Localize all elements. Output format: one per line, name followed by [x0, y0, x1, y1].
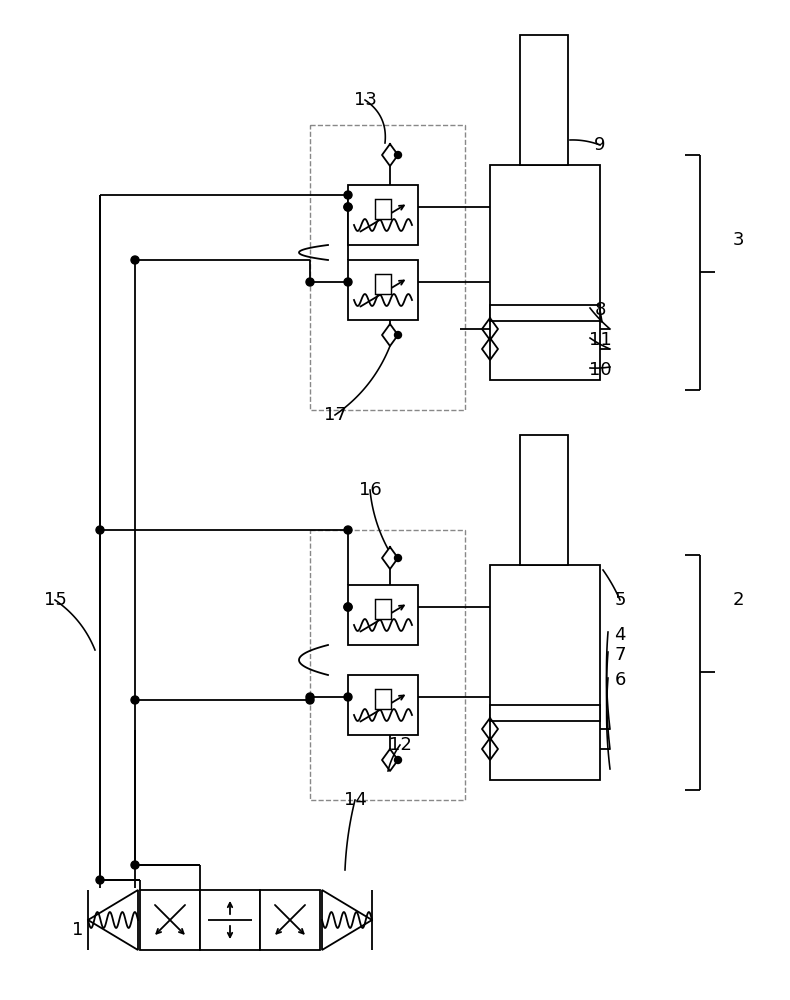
Circle shape	[344, 203, 352, 211]
Polygon shape	[88, 890, 138, 950]
Bar	[348, 260, 418, 320]
Text: 6: 6	[615, 671, 626, 689]
Circle shape	[344, 203, 352, 211]
Circle shape	[394, 554, 401, 562]
Circle shape	[344, 603, 352, 611]
Bar	[375, 274, 391, 294]
Text: 12: 12	[389, 736, 412, 754]
Bar	[490, 165, 600, 380]
Circle shape	[394, 151, 401, 158]
Circle shape	[131, 696, 139, 704]
Bar	[375, 599, 391, 619]
Text: 11: 11	[589, 331, 611, 349]
Text: 4: 4	[615, 626, 626, 644]
Bar	[310, 530, 465, 800]
Text: 1: 1	[73, 921, 84, 939]
Text: 5: 5	[615, 591, 626, 609]
Circle shape	[306, 693, 314, 701]
Text: 2: 2	[732, 591, 743, 609]
Circle shape	[344, 526, 352, 534]
Text: 14: 14	[344, 791, 367, 809]
Bar	[348, 675, 418, 735]
Bar	[520, 35, 568, 165]
Bar	[375, 199, 391, 219]
Circle shape	[306, 696, 314, 704]
Circle shape	[306, 278, 314, 286]
Bar	[200, 890, 260, 950]
Text: 8: 8	[594, 301, 606, 319]
Text: 3: 3	[732, 231, 743, 249]
Bar	[375, 689, 391, 709]
Circle shape	[344, 191, 352, 199]
Text: 17: 17	[324, 406, 347, 424]
Text: 13: 13	[354, 91, 377, 109]
Circle shape	[344, 278, 352, 286]
Circle shape	[131, 256, 139, 264]
Bar	[520, 435, 568, 565]
Bar	[490, 565, 600, 780]
Text: 9: 9	[594, 136, 606, 154]
Bar	[140, 890, 200, 950]
Text: 7: 7	[615, 646, 626, 664]
Circle shape	[394, 756, 401, 764]
Polygon shape	[322, 890, 372, 950]
Circle shape	[344, 693, 352, 701]
Bar	[490, 305, 600, 321]
Bar	[310, 125, 465, 410]
Circle shape	[394, 332, 401, 338]
Text: 16: 16	[359, 481, 382, 499]
Circle shape	[131, 861, 139, 869]
Circle shape	[96, 526, 104, 534]
Bar	[348, 585, 418, 645]
Text: 10: 10	[589, 361, 611, 379]
Circle shape	[96, 876, 104, 884]
Bar	[490, 705, 600, 721]
Circle shape	[344, 603, 352, 611]
Text: 15: 15	[43, 591, 66, 609]
Bar	[260, 890, 320, 950]
Bar	[348, 185, 418, 245]
